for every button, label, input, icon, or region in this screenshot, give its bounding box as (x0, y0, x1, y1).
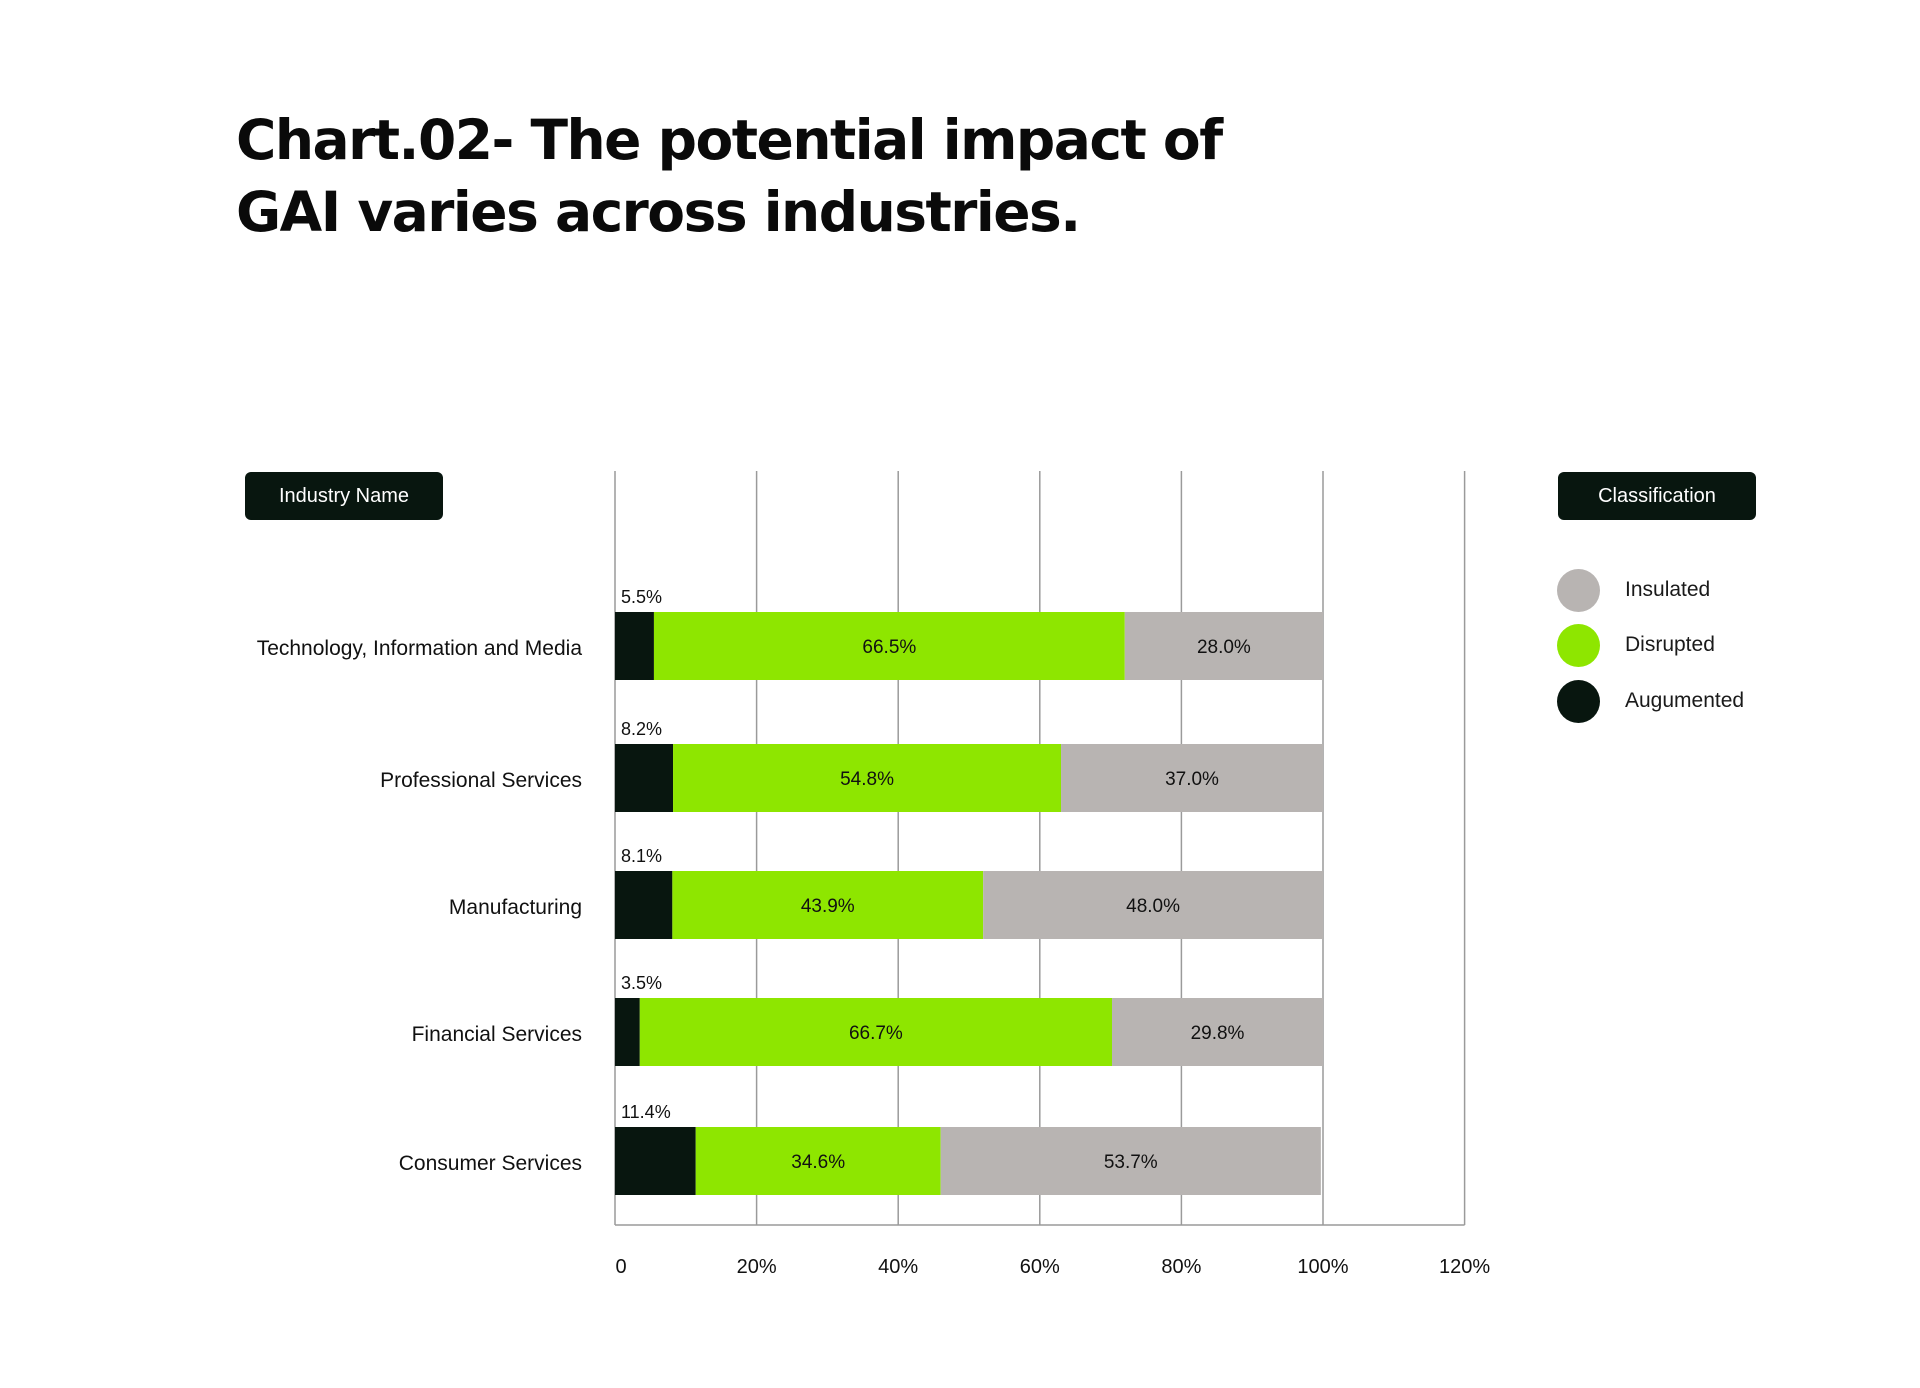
x-tick-label: 0 (615, 1256, 626, 1278)
category-label: Manufacturing (449, 896, 582, 919)
x-tick-label: 120% (1439, 1256, 1490, 1278)
category-label: Consumer Services (399, 1152, 582, 1175)
data-label: 8.1% (621, 846, 662, 866)
bar-segment-augumented (615, 744, 674, 812)
bar-segment-insulated (1124, 612, 1323, 680)
bar-segment-augumented (615, 1127, 696, 1195)
x-tick-label: 100% (1297, 1256, 1348, 1278)
x-tick-label: 40% (878, 1256, 918, 1278)
legend-label: Insulated (1625, 578, 1711, 601)
data-label: 54.8% (840, 769, 894, 790)
data-label: 28.0% (1197, 637, 1251, 658)
bar-segment-disrupted (695, 1127, 941, 1195)
bar-segment-augumented (615, 998, 640, 1066)
bar-segment-disrupted (653, 612, 1125, 680)
bar-segment-insulated (983, 871, 1323, 939)
legend-swatch (1557, 568, 1600, 612)
legend-label: Disrupted (1625, 633, 1715, 656)
data-label: 53.7% (1104, 1152, 1158, 1173)
data-label: 66.7% (849, 1023, 903, 1044)
data-label: 37.0% (1165, 769, 1219, 790)
legend-swatch (1557, 679, 1600, 723)
bar-segment-disrupted (639, 998, 1113, 1066)
data-label: 43.9% (801, 896, 855, 917)
legend-swatch (1557, 623, 1600, 667)
x-tick-label: 20% (737, 1256, 777, 1278)
data-label: 5.5% (621, 587, 662, 607)
bar-segment-augumented (615, 612, 654, 680)
category-label: Technology, Information and Media (257, 637, 583, 660)
legend-label: Augumented (1625, 689, 1745, 712)
classification-header: Classification (1558, 472, 1756, 520)
bar-segment-disrupted (672, 871, 984, 939)
data-label: 29.8% (1191, 1023, 1245, 1044)
data-label: 3.5% (621, 973, 662, 993)
category-label: Financial Services (412, 1023, 582, 1046)
data-label: 8.2% (621, 719, 662, 739)
industry-name-header: Industry Name (245, 472, 443, 520)
data-label: 34.6% (791, 1152, 845, 1173)
chart-title: Chart.02- The potential impact of GAI va… (236, 108, 1223, 244)
category-label: Professional Services (380, 769, 582, 792)
legend-item: Augumented (1557, 679, 1744, 723)
x-tick-label: 80% (1161, 1256, 1201, 1278)
data-label: 11.4% (621, 1102, 671, 1122)
bar-segment-insulated (1112, 998, 1323, 1066)
bar-segment-insulated (1061, 744, 1323, 812)
data-label: 66.5% (862, 637, 916, 658)
legend-item: Disrupted (1557, 623, 1715, 667)
bar-segment-disrupted (673, 744, 1062, 812)
bar-segment-insulated (940, 1127, 1321, 1195)
bar-segment-augumented (615, 871, 673, 939)
x-tick-label: 60% (1020, 1256, 1060, 1278)
legend-item: Insulated (1557, 568, 1710, 612)
data-label: 48.0% (1126, 896, 1180, 917)
